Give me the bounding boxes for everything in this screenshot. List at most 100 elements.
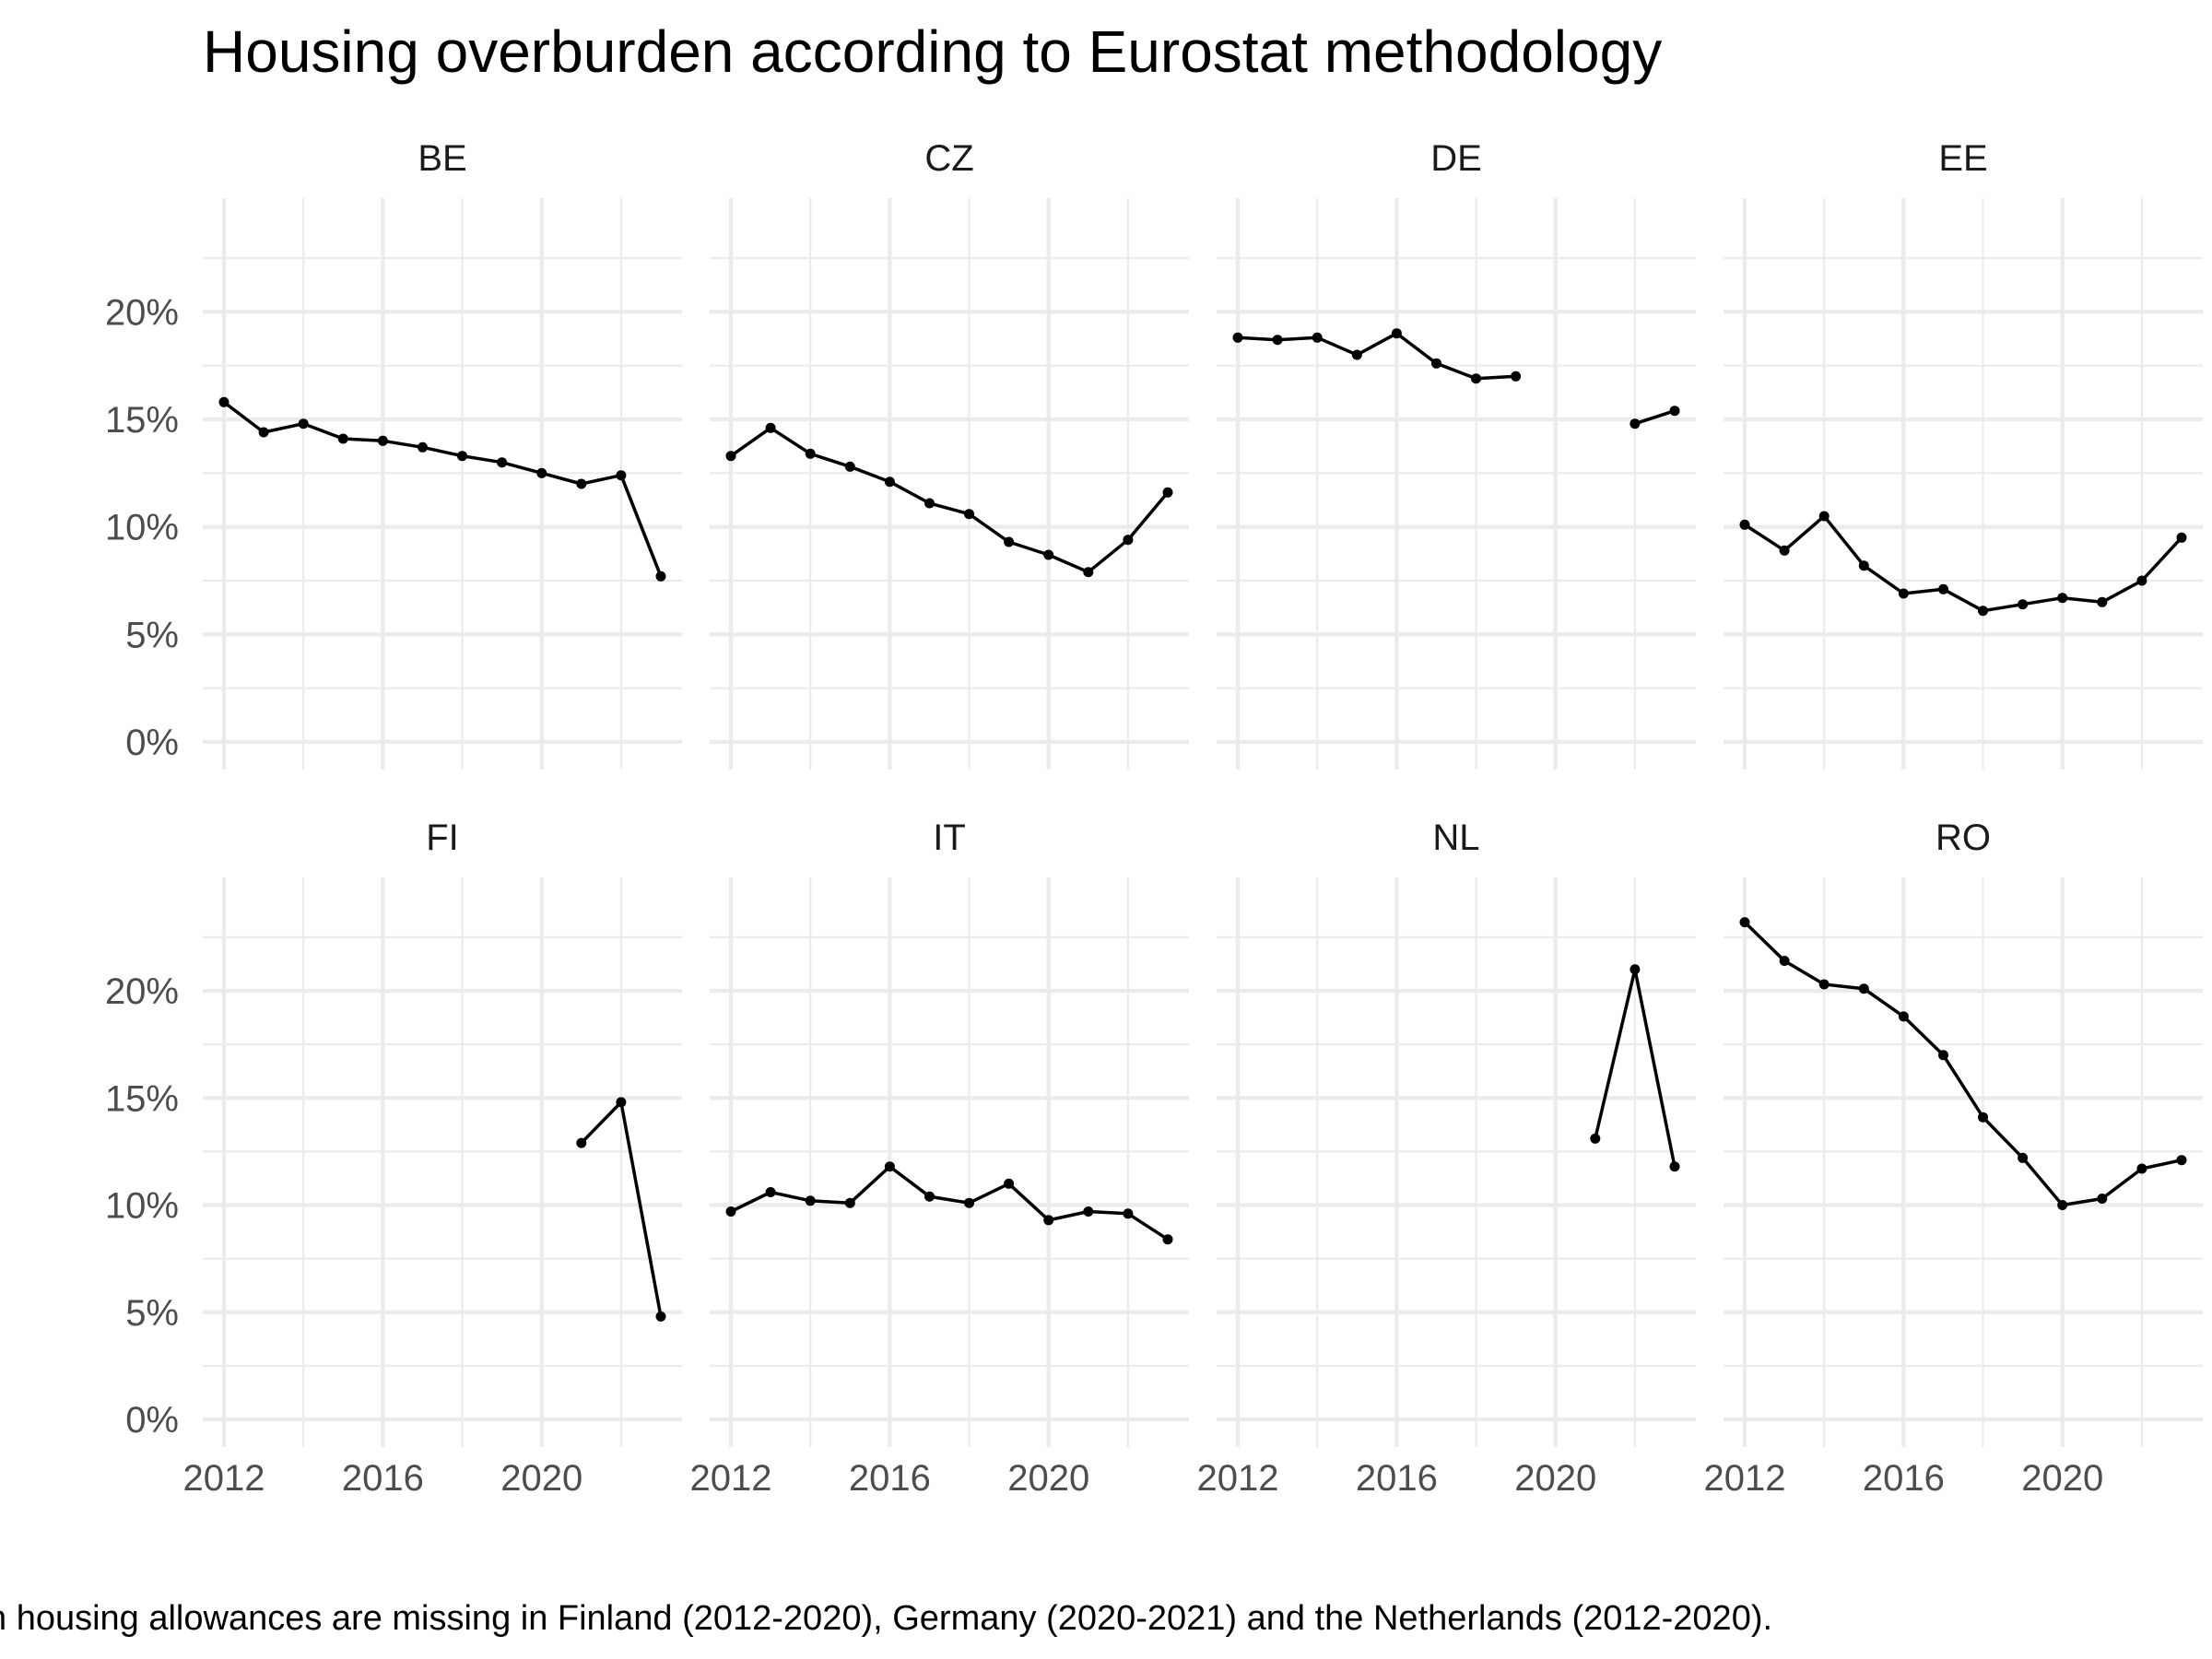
data-point xyxy=(844,1197,855,1208)
data-point xyxy=(1978,1112,1988,1123)
data-point xyxy=(2057,1200,2068,1210)
data-point xyxy=(1898,1011,1909,1022)
data-point xyxy=(1898,588,1909,599)
data-point xyxy=(616,1097,627,1108)
data-point xyxy=(2176,1155,2187,1166)
facet-label: EE xyxy=(1938,138,1987,179)
facet-label: FI xyxy=(426,818,459,858)
data-point xyxy=(1083,1206,1094,1217)
data-point xyxy=(1004,1178,1015,1189)
data-point xyxy=(1938,583,1948,594)
panel-cz: CZ xyxy=(710,138,1189,770)
y-tick-label: 15% xyxy=(105,1078,179,1119)
data-point xyxy=(1630,964,1641,975)
data-point xyxy=(337,433,348,444)
data-point xyxy=(1272,335,1283,346)
data-point xyxy=(1630,418,1641,429)
data-point xyxy=(1858,560,1869,571)
y-tick-label: 10% xyxy=(105,508,179,548)
data-point xyxy=(2097,1194,2108,1204)
data-point xyxy=(1511,371,1522,382)
data-point xyxy=(2018,599,2029,610)
x-tick-label: 2016 xyxy=(342,1458,424,1499)
data-point xyxy=(924,1191,935,1202)
x-tick-label: 2020 xyxy=(2021,1458,2103,1499)
data-point xyxy=(2057,593,2068,604)
data-point xyxy=(1004,536,1015,547)
series-line xyxy=(222,400,663,577)
data-point xyxy=(1431,358,1441,369)
data-point xyxy=(2136,575,2147,586)
data-point xyxy=(2097,596,2108,607)
series-line xyxy=(729,426,1170,574)
series-line xyxy=(1744,514,2183,613)
panel-ee: EE xyxy=(1724,138,2203,770)
facet-label: RO xyxy=(1936,818,1991,858)
data-point xyxy=(2136,1163,2147,1174)
y-tick-label: 5% xyxy=(125,1293,179,1334)
y-tick-label: 20% xyxy=(105,971,179,1012)
data-point xyxy=(725,451,736,462)
series-line xyxy=(1743,921,2183,1207)
data-point xyxy=(805,1195,816,1206)
data-point xyxy=(1938,1050,1948,1061)
data-point xyxy=(2018,1152,2029,1163)
facet-label: CZ xyxy=(924,138,973,179)
data-point xyxy=(1232,332,1243,343)
x-tick-label: 2020 xyxy=(1514,1458,1596,1499)
panel-nl: NL xyxy=(1217,818,1696,1447)
series-line xyxy=(730,1164,1169,1241)
axes: 0% 5% 10% 15% 20% 0% 5% 10% 15% 20% 2012 2016 2020 20… xyxy=(105,292,2103,1499)
data-point xyxy=(1779,956,1790,966)
data-point xyxy=(1739,519,1750,530)
data-point xyxy=(1779,545,1790,556)
data-point xyxy=(1312,332,1323,343)
data-point xyxy=(1391,328,1402,339)
data-point xyxy=(1818,979,1830,990)
data-point xyxy=(655,1311,666,1322)
data-point xyxy=(924,498,935,509)
data-point xyxy=(497,457,508,468)
data-point xyxy=(457,451,467,462)
y-tick-label: 0% xyxy=(125,1400,179,1441)
panel-be: BE xyxy=(203,138,682,770)
x-tick-label: 2016 xyxy=(1356,1458,1438,1499)
x-tick-label: 2012 xyxy=(1704,1458,1786,1499)
data-point xyxy=(218,396,229,407)
data-point xyxy=(1351,349,1362,360)
data-point xyxy=(1471,373,1481,384)
data-point xyxy=(1739,917,1750,928)
data-point xyxy=(298,418,309,429)
data-point xyxy=(1590,1133,1601,1144)
data-point xyxy=(1043,549,1054,560)
data-point xyxy=(1083,567,1094,578)
facet-label: BE xyxy=(418,138,466,179)
data-point xyxy=(1669,1161,1680,1172)
data-point xyxy=(964,509,974,520)
data-point xyxy=(1123,1208,1134,1219)
data-point xyxy=(576,478,587,489)
data-point xyxy=(536,467,547,478)
y-tick-label: 5% xyxy=(125,615,179,655)
x-tick-label: 2012 xyxy=(1197,1458,1279,1499)
x-tick-label: 2012 xyxy=(183,1458,265,1499)
panel-it: IT xyxy=(710,818,1189,1447)
panel-fi: FI xyxy=(203,818,682,1447)
data-point xyxy=(964,1197,974,1208)
x-tick-label: 2016 xyxy=(849,1458,931,1499)
facet-label: DE xyxy=(1430,138,1482,179)
data-point xyxy=(725,1206,736,1217)
data-point xyxy=(258,427,269,438)
panel-de: DE xyxy=(1217,138,1696,770)
series-line xyxy=(1237,331,1516,381)
data-point xyxy=(616,470,627,481)
facet-panels: BE CZ DE EE FI IT NL RO xyxy=(203,138,2203,1447)
data-point xyxy=(1858,983,1869,994)
data-point xyxy=(418,441,428,453)
data-point xyxy=(1669,406,1680,417)
y-tick-label: 10% xyxy=(105,1186,179,1227)
data-point xyxy=(576,1137,587,1148)
y-tick-label: 0% xyxy=(125,723,179,763)
data-point xyxy=(1978,606,1988,617)
